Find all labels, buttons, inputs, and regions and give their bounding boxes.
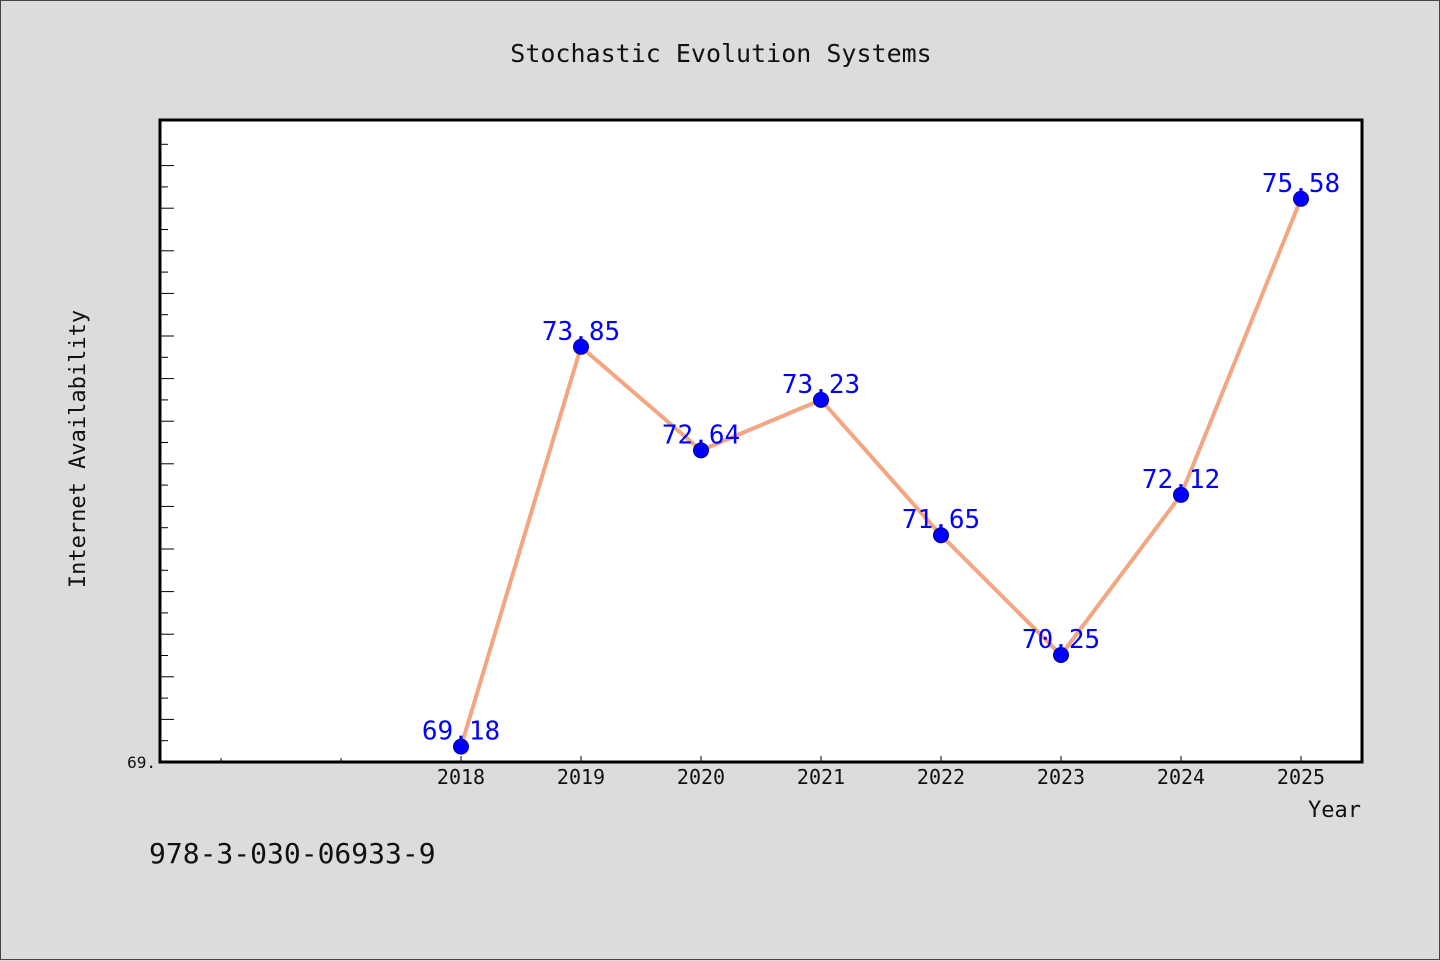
isbn-text: 978-3-030-06933-9	[149, 837, 436, 870]
x-tick-label: 2019	[557, 765, 605, 789]
data-point-marker	[573, 338, 589, 355]
data-label: 69.18	[422, 717, 500, 747]
data-point-marker	[1293, 190, 1309, 207]
data-point-marker	[933, 527, 949, 544]
plot-area	[158, 118, 1364, 764]
x-tick-label: 2024	[1157, 765, 1205, 789]
data-point-marker	[813, 391, 829, 408]
axes: 69. 2018 2019 2020 2021 2022 2023 2024 2025	[127, 143, 1325, 789]
data-label: 75.58	[1262, 169, 1340, 199]
data-point-marker	[453, 738, 469, 755]
y-axis-label: Internet Availability	[66, 310, 91, 588]
data-label: 70.25	[1022, 625, 1100, 655]
x-tick-label: 2025	[1277, 765, 1325, 789]
data-point-marker	[1173, 486, 1189, 503]
x-tick-label: 2018	[437, 765, 485, 789]
chart-title: Stochastic Evolution Systems	[510, 39, 931, 68]
data-point-marker	[693, 442, 709, 459]
x-tick-label: 2020	[677, 765, 725, 789]
data-label: 72.12	[1142, 465, 1220, 495]
x-tick-label: 2021	[797, 765, 845, 789]
data-point-marker	[1053, 647, 1069, 663]
data-label: 73.85	[542, 317, 620, 347]
data-label: 72.64	[662, 420, 740, 450]
x-tick-label: 2023	[1037, 765, 1085, 789]
series-line	[459, 196, 1303, 749]
series-line-group	[453, 190, 1309, 755]
data-labels-group: 69.18 73.85 72.64 73.23 71.65 70.25 72.12 75.58	[422, 169, 1340, 747]
data-label: 73.23	[782, 370, 860, 400]
data-label: 71.65	[902, 505, 980, 535]
y-tick-label: 69.	[127, 753, 156, 772]
x-axis-label: Year	[1308, 798, 1361, 823]
x-tick-label: 2022	[917, 765, 965, 789]
